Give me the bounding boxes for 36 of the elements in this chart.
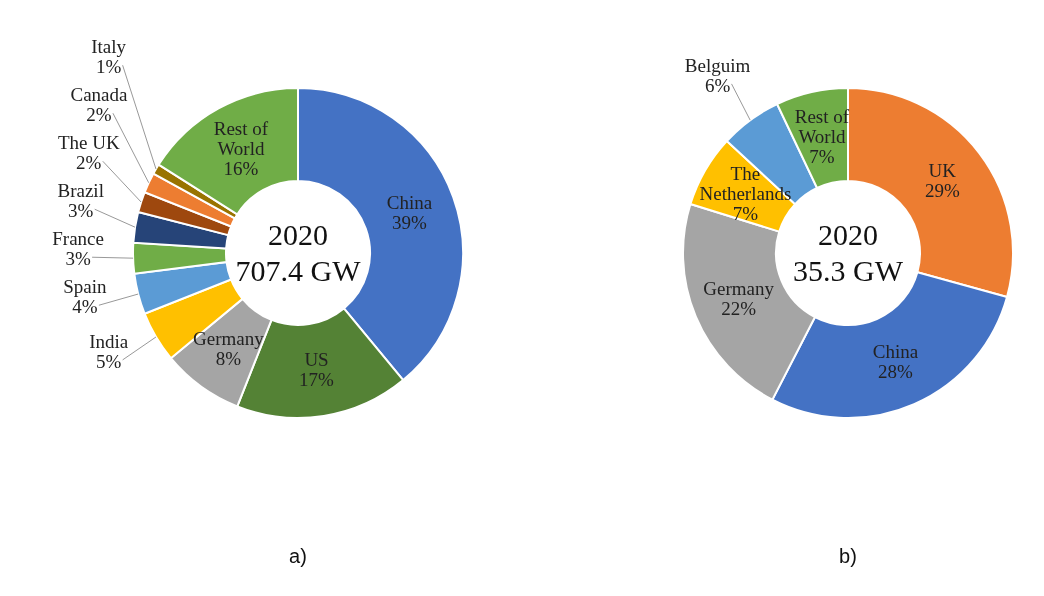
text: 707.4 GW [235,254,362,287]
slice-label: US [304,349,329,371]
slice-label: Germany [703,277,775,299]
data-label: 39% [392,211,428,233]
text: 35.3 GW [793,254,904,287]
text: 2020 [818,218,878,251]
slice-label: Canada [70,84,128,106]
data-label: 7% [732,202,759,224]
slice-label: Rest of World [213,118,269,160]
data-label: 3% [65,248,91,270]
data-label: 2% [86,104,112,126]
slice-label: Italy [91,36,127,58]
data-label: 1% [95,56,122,78]
data-label: 5% [95,350,122,372]
data-label: 8% [215,347,242,369]
text: b) [839,545,857,567]
data-label: 22% [721,297,757,319]
text: a) [289,545,307,567]
data-label: 28% [878,360,914,382]
slice-label: China [872,340,919,362]
slice-label: Spain [63,276,108,298]
slice-label: Belguim [684,54,751,76]
data-label: 17% [299,369,335,391]
slice-label: UK [928,160,957,182]
data-label: 4% [72,296,98,318]
data-label: 7% [809,146,835,168]
data-label: 3% [68,200,94,222]
slice-label: France [52,228,104,250]
slice-label: India [89,330,129,352]
data-label: 29% [924,180,960,202]
slice-label: China [386,191,433,213]
data-label: 16% [223,158,259,180]
data-label: 2% [76,152,102,174]
slice-label: Brazil [57,180,104,202]
text: 2020 [268,218,328,251]
slice-label: The UK [57,132,120,154]
